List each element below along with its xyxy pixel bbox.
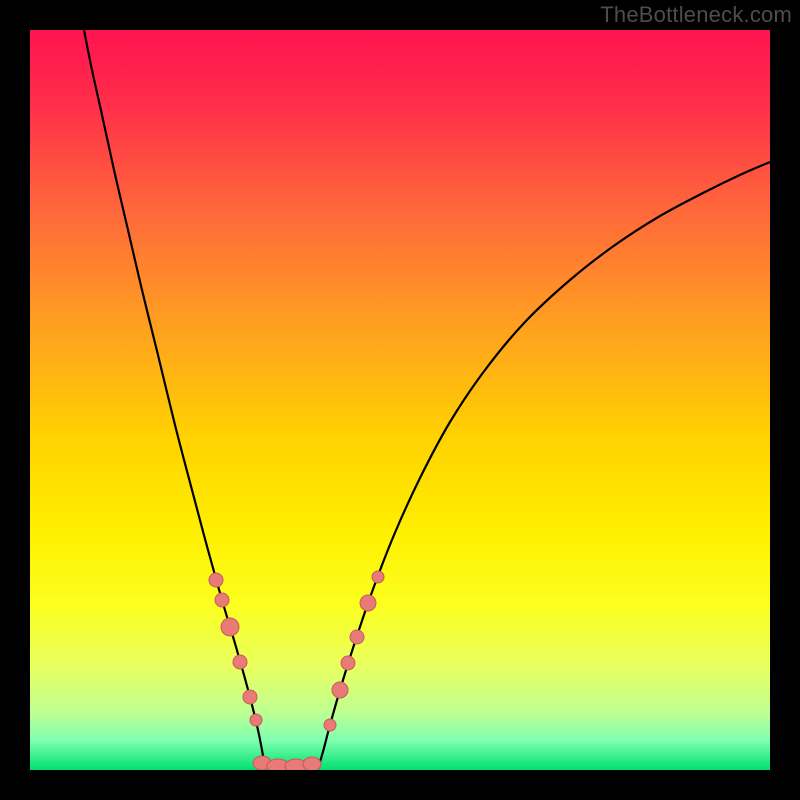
curve-marker [250, 714, 262, 726]
curve-marker [372, 571, 384, 583]
curve-marker [209, 573, 223, 587]
curve-marker [233, 655, 247, 669]
right-curve [318, 162, 770, 769]
curve-marker [350, 630, 364, 644]
curve-marker [243, 690, 257, 704]
watermark-text: TheBottleneck.com [600, 2, 792, 28]
curve-marker [332, 682, 348, 698]
curve-marker [215, 593, 229, 607]
curve-marker [360, 595, 376, 611]
floor-marker [303, 757, 321, 770]
plot-area [30, 30, 770, 770]
curve-marker [324, 719, 336, 731]
curve-layer [30, 30, 770, 770]
curve-marker [221, 618, 239, 636]
chart-container: TheBottleneck.com [0, 0, 800, 800]
curve-marker [341, 656, 355, 670]
